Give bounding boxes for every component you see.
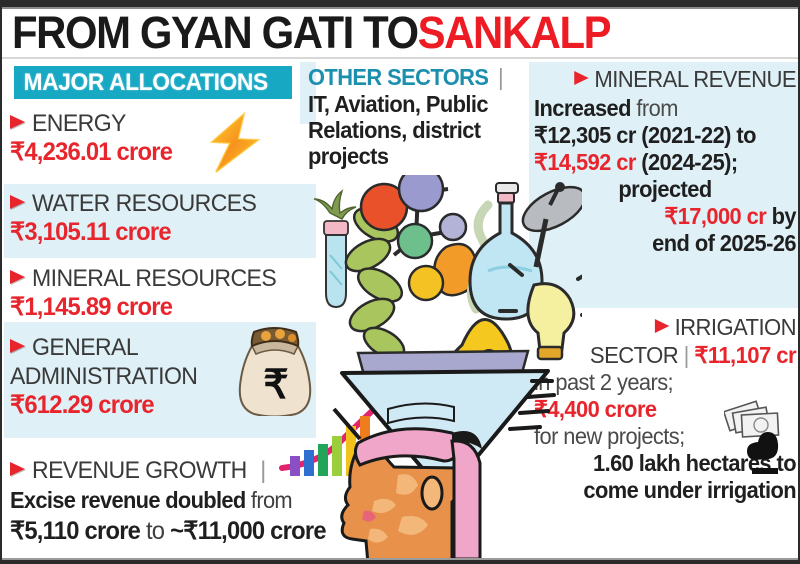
- row-band-mid-top: [300, 62, 316, 124]
- mineral-revenue-year-2024-25: (2024-25);: [635, 148, 738, 175]
- revenue-growth-divider: |: [260, 457, 267, 484]
- allocation-amount: ₹3,105.11 crore: [10, 218, 172, 246]
- mineral-revenue-amount-2024-25: ₹14,592 cr: [534, 148, 636, 175]
- irrigation-amount-1: ₹11,107 cr: [694, 342, 796, 368]
- headline-divider: [2, 57, 798, 59]
- revenue-growth-to-amount: ~₹11,000 crore: [170, 517, 326, 545]
- irrigation-block: IRRIGATION SECTOR | ₹11,107 cr in past 2…: [534, 314, 797, 504]
- top-border-secondary: [2, 7, 798, 9]
- irrigation-hectares-line1: 1.60 lakh hectares to: [592, 449, 797, 476]
- irrigation-line4: ₹4,400 crore: [534, 396, 783, 423]
- revenue-growth-line3: ₹5,110 crore to ~₹11,000 crore: [10, 516, 390, 546]
- irrigation-header-line2: SECTOR: [589, 342, 679, 368]
- allocation-item-water-resources: WATER RESOURCES ₹3,105.11 crore: [10, 190, 300, 247]
- mineral-revenue-projected-by: by: [766, 202, 797, 229]
- mineral-revenue-line2: ₹12,305 cr (2021-22) to: [534, 122, 783, 149]
- allocation-item-mineral-resources: MINERAL RESOURCES ₹1,145.89 crore: [10, 265, 300, 322]
- revenue-growth-connector: to: [140, 517, 171, 545]
- arrow-bullet-icon: [574, 71, 589, 85]
- irrigation-line6: 1.60 lakh hectares to: [547, 449, 797, 477]
- mineral-revenue-line6: end of 2025-26: [547, 230, 796, 257]
- allocation-amount: ₹1,145.89 crore: [10, 293, 173, 321]
- revenue-growth-block: REVENUE GROWTH | Excise revenue doubled …: [10, 457, 410, 546]
- mineral-revenue-projected-amount: ₹17,000 cr: [664, 202, 767, 229]
- irrigation-line7: come under irrigation: [547, 477, 796, 504]
- arrow-bullet-icon: [10, 270, 25, 284]
- bottom-border: [2, 560, 798, 564]
- allocation-item-general-administration: GENERAL ADMINISTRATION ₹612.29 crore: [10, 334, 300, 420]
- irrigation-line5: for new projects;: [534, 423, 783, 450]
- top-border: [2, 0, 798, 7]
- allocation-label: ENERGY: [32, 110, 126, 137]
- page-title-black: FROM GYAN GATI TO: [12, 6, 419, 58]
- irrigation-period: in past 2 years;: [534, 369, 674, 395]
- mineral-revenue-year-2021-22: (2021-22) to: [635, 121, 756, 148]
- other-sectors-line1: IT, Aviation, Public: [308, 91, 489, 117]
- row-band-right: [529, 62, 798, 308]
- irrigation-header-line1: IRRIGATION: [674, 314, 797, 340]
- revenue-growth-line2: Excise revenue doubled from: [10, 487, 390, 514]
- allocation-label: MINERAL RESOURCES: [32, 265, 277, 292]
- mineral-revenue-header-row: MINERAL REVENUE: [544, 66, 797, 93]
- irrigation-header-row2: SECTOR | ₹11,107 cr: [544, 342, 797, 369]
- other-sectors-header: OTHER SECTORS: [308, 64, 489, 90]
- bottom-border-secondary: [2, 558, 798, 560]
- allocation-label-line1: GENERAL: [32, 334, 139, 361]
- revenue-growth-line2-rest: from: [245, 487, 293, 513]
- irrigation-line3: in past 2 years;: [534, 369, 783, 396]
- arrow-bullet-icon: [10, 462, 25, 476]
- mineral-revenue-line4: projected: [541, 176, 790, 203]
- arrow-bullet-icon: [10, 115, 25, 129]
- other-sectors-column: OTHER SECTORS | IT, Aviation, Public Rela…: [308, 62, 526, 557]
- arrow-bullet-icon: [654, 319, 669, 333]
- irrigation-divider: |: [683, 342, 690, 368]
- irrigation-new-projects: for new projects;: [534, 422, 685, 449]
- mineral-revenue-projected-end: end of 2025-26: [652, 229, 796, 256]
- right-column: MINERAL REVENUE Increased from ₹12,305 c…: [534, 62, 797, 557]
- mineral-revenue-line1: Increased from: [534, 95, 783, 122]
- page-title-red: SANKALP: [417, 6, 612, 58]
- revenue-growth-line2-bold: Excise revenue doubled: [10, 487, 246, 513]
- mineral-revenue-amount-2021-22: ₹12,305 cr: [534, 121, 636, 148]
- other-sectors-block: OTHER SECTORS | IT, Aviation, Public Rela…: [308, 62, 526, 168]
- other-sectors-divider: |: [497, 64, 504, 90]
- mineral-revenue-projected-label: projected: [618, 175, 712, 202]
- mineral-revenue-block: MINERAL REVENUE Increased from ₹12,305 c…: [534, 66, 797, 257]
- major-allocations-header-label: MAJOR ALLOCATIONS: [23, 68, 269, 96]
- allocation-item-energy: ENERGY ₹4,236.01 crore: [10, 110, 300, 167]
- major-allocations-column: MAJOR ALLOCATIONS ENERGY ₹4,236.01 crore…: [10, 62, 327, 557]
- revenue-growth-header: REVENUE GROWTH: [32, 457, 247, 484]
- row-band-mid-second: [300, 184, 316, 258]
- major-allocations-header: MAJOR ALLOCATIONS: [14, 66, 292, 99]
- irrigation-amount-2: ₹4,400 crore: [534, 395, 657, 422]
- irrigation-header-row: IRRIGATION: [544, 314, 797, 341]
- other-sectors-line2: Relations, district: [308, 116, 481, 143]
- mineral-revenue-line3: ₹14,592 cr (2024-25);: [534, 149, 783, 176]
- allocation-amount: ₹612.29 crore: [10, 391, 155, 419]
- row-band-water: [4, 184, 300, 258]
- mineral-revenue-line1-rest: from: [630, 95, 678, 121]
- arrow-bullet-icon: [10, 339, 25, 353]
- irrigation-hectares-line2: come under irrigation: [583, 476, 796, 503]
- page-title: FROM GYAN GATI TO SANKALP: [12, 8, 737, 56]
- mineral-revenue-line5: ₹17,000 cr by: [547, 203, 796, 230]
- arrow-bullet-icon: [10, 195, 25, 209]
- allocation-amount: ₹4,236.01 crore: [10, 138, 173, 166]
- mineral-revenue-line1-bold: Increased: [534, 95, 631, 121]
- other-sectors-line3: projects: [308, 142, 389, 169]
- mineral-revenue-header: MINERAL REVENUE: [594, 66, 796, 92]
- allocation-label: WATER RESOURCES: [32, 190, 257, 217]
- allocation-label-line2: ADMINISTRATION: [10, 363, 198, 390]
- revenue-growth-from-amount: ₹5,110 crore: [10, 517, 141, 545]
